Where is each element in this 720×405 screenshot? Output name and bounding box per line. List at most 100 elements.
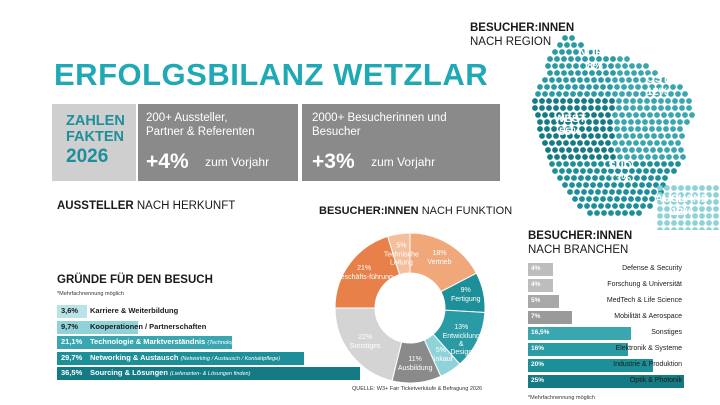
map-dot (574, 133, 580, 139)
map-dot (644, 105, 650, 111)
map-dot (559, 49, 565, 55)
map-dot (610, 56, 616, 62)
map-dot (623, 105, 629, 111)
map-dot (570, 161, 576, 167)
map-dot (636, 147, 642, 153)
map-dot (566, 168, 572, 174)
map-dot (663, 126, 669, 132)
gruende-value: 21,1% (61, 337, 83, 346)
map-dot (677, 119, 683, 125)
branchen-bar (528, 359, 653, 372)
map-dot (578, 42, 584, 48)
map-dot (592, 175, 598, 181)
map-dot (596, 154, 602, 160)
gruende-bar (57, 367, 360, 380)
map-dot (640, 161, 646, 167)
map-dot (642, 196, 648, 202)
map-dot (646, 182, 652, 188)
branchen-label: Optik & Photonik (629, 377, 682, 384)
map-dot (580, 147, 586, 153)
map-dot (647, 77, 653, 83)
region-label-ausland: AUSLAND 12% (648, 193, 716, 219)
map-dot (605, 77, 611, 83)
map-dot (604, 182, 610, 188)
map-dot (581, 105, 587, 111)
map-dot (573, 168, 579, 174)
region-title-rest: NACH REGION (470, 36, 552, 48)
map-dot (609, 189, 615, 195)
map-dot (675, 140, 681, 146)
map-dot (623, 133, 629, 139)
map-dot (647, 203, 653, 209)
map-dot (651, 98, 657, 104)
branchen-bar (528, 295, 560, 308)
map-dot (580, 63, 586, 69)
map-dot (621, 126, 627, 132)
map-dot (587, 63, 593, 69)
map-dot (602, 133, 608, 139)
map-dot (638, 70, 644, 76)
map-dot (661, 112, 667, 118)
region-label-süd: SÜD 13% (590, 160, 650, 186)
map-dot (588, 189, 594, 195)
gruende-label: Karriere & Weiterbildung (90, 306, 178, 315)
map-dot (572, 126, 578, 132)
donut-slice-value: 5% (396, 243, 406, 250)
map-dot (598, 91, 604, 97)
map-dot (627, 175, 633, 181)
map-dot (574, 98, 580, 104)
branchen-value: 25% (531, 377, 545, 384)
map-dot (598, 77, 604, 83)
gruende-row: 36,5% Sourcing & Lösungen (Lieferanten- &… (57, 367, 360, 380)
map-dot-ausland (699, 213, 705, 219)
map-dot (639, 182, 645, 188)
region-name: AUSLAND (655, 193, 709, 205)
map-dot (640, 140, 646, 146)
branchen-row: 16% Elektronik & Systeme (528, 343, 684, 356)
branchen-value: 16% (531, 345, 545, 352)
map-dot-ausland (678, 220, 684, 226)
exhibitors-change-suffix: zum Vorjahr (205, 155, 270, 169)
branchen-value: 4% (531, 281, 541, 288)
aussteller-label: Andere Bundesländer (161, 223, 211, 242)
map-dot (651, 189, 657, 195)
map-dot (563, 77, 569, 83)
map-dot (608, 147, 614, 153)
facts-label-year: 2026 (66, 146, 109, 167)
map-dot (572, 119, 578, 125)
map-dot (602, 189, 608, 195)
map-dot-ausland (699, 185, 705, 191)
map-dot (586, 84, 592, 90)
map-dot (607, 196, 613, 202)
branchen-row: 4% Forschung & Universität (528, 279, 684, 292)
map-dot-ausland (692, 220, 698, 226)
map-dot (635, 126, 641, 132)
map-dot (643, 147, 649, 153)
map-dot (580, 168, 586, 174)
map-dot-ausland (713, 220, 719, 226)
map-dot (670, 84, 676, 90)
branchen-row: 4% Defense & Security (528, 263, 684, 276)
map-dot (544, 119, 550, 125)
map-dot (658, 133, 664, 139)
map-dot (564, 42, 570, 48)
gruende-label-main: Networking & Austausch (90, 352, 181, 362)
map-dot (665, 105, 671, 111)
map-dot (587, 210, 593, 216)
map-dot (573, 147, 579, 153)
map-dot (624, 56, 630, 62)
map-dot (665, 133, 671, 139)
map-dot (686, 105, 692, 111)
branchen-value: 5% (531, 297, 541, 304)
map-dot (562, 35, 568, 41)
map-dot (654, 161, 660, 167)
map-dot (582, 154, 588, 160)
map-dot (616, 133, 622, 139)
map-dot-ausland (664, 220, 670, 226)
map-dot (611, 182, 617, 188)
map-dot (635, 119, 641, 125)
map-dot (560, 105, 566, 111)
gruende-label-main: Sourcing & Lösungen (90, 368, 170, 377)
branchen-value: 4% (531, 265, 541, 272)
map-dot (593, 84, 599, 90)
